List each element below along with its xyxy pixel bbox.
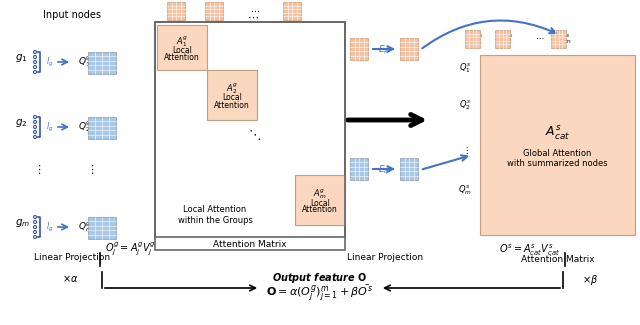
Text: $\ddots$: $\ddots$ [248, 128, 262, 142]
Text: $\cdots$: $\cdots$ [535, 32, 545, 41]
Text: $A_{cat}^s$: $A_{cat}^s$ [545, 124, 570, 142]
FancyBboxPatch shape [495, 30, 510, 48]
Text: Local: Local [172, 46, 192, 55]
FancyBboxPatch shape [157, 25, 207, 70]
Text: $Q_1^g$: $Q_1^g$ [78, 55, 92, 70]
Text: $E_q$: $E_q$ [378, 164, 390, 177]
Text: $l_g$: $l_g$ [46, 220, 54, 234]
FancyBboxPatch shape [295, 175, 345, 225]
FancyBboxPatch shape [551, 30, 566, 48]
Text: $g_1$: $g_1$ [15, 52, 28, 64]
Text: $A_1^g$: $A_1^g$ [176, 34, 188, 49]
Text: $Q_j^s$: $Q_j^s$ [403, 165, 417, 181]
Text: Linear Projection: Linear Projection [34, 253, 110, 262]
Text: Linear Projection: Linear Projection [347, 253, 423, 262]
Text: Attention Matrix: Attention Matrix [521, 255, 595, 264]
Text: $K_1^s$: $K_1^s$ [472, 32, 484, 46]
Text: Attention: Attention [302, 205, 338, 214]
Text: $K_2^s$: $K_2^s$ [502, 32, 513, 46]
Text: $g_m$: $g_m$ [15, 217, 30, 229]
FancyBboxPatch shape [207, 70, 257, 120]
Text: $A_2^g$: $A_2^g$ [226, 82, 238, 97]
FancyBboxPatch shape [155, 22, 345, 237]
Text: $l_g$: $l_g$ [46, 121, 54, 134]
Text: Attention Matrix: Attention Matrix [213, 240, 287, 249]
Text: $Q_2^s$: $Q_2^s$ [459, 98, 471, 112]
Text: $\vdots$: $\vdots$ [33, 163, 41, 176]
Text: $O_j^g = A_j^g V_j^g$: $O_j^g = A_j^g V_j^g$ [105, 241, 156, 258]
FancyBboxPatch shape [167, 2, 185, 20]
Text: Local Attention
within the Groups: Local Attention within the Groups [177, 205, 252, 226]
Text: $\times\beta$: $\times\beta$ [582, 273, 598, 287]
FancyBboxPatch shape [350, 38, 368, 60]
FancyBboxPatch shape [205, 2, 223, 20]
FancyBboxPatch shape [465, 30, 480, 48]
Text: $Q_m^g$: $Q_m^g$ [78, 220, 93, 234]
Text: $\cdots$: $\cdots$ [250, 5, 260, 14]
Text: Attention: Attention [214, 100, 250, 110]
Text: $K_m^g$: $K_m^g$ [286, 5, 300, 19]
Text: $\cdots$: $\cdots$ [247, 12, 259, 22]
Text: $\vdots$: $\vdots$ [86, 163, 94, 176]
Text: $g_2$: $g_2$ [15, 117, 28, 129]
Text: Local: Local [222, 94, 242, 102]
Text: $E_k$: $E_k$ [378, 44, 390, 57]
Text: Input nodes: Input nodes [43, 10, 101, 20]
FancyBboxPatch shape [88, 217, 116, 239]
Text: Attention: Attention [164, 53, 200, 62]
Text: $Q_m^s$: $Q_m^s$ [458, 183, 472, 197]
Text: $\times\alpha$: $\times\alpha$ [62, 273, 78, 284]
Text: Local: Local [310, 199, 330, 207]
Text: $A_m^g$: $A_m^g$ [313, 187, 327, 201]
FancyBboxPatch shape [400, 158, 418, 180]
Text: $Q_1^s$: $Q_1^s$ [459, 61, 471, 75]
FancyBboxPatch shape [400, 38, 418, 60]
Text: $Q_2^g$: $Q_2^g$ [78, 120, 92, 135]
Text: $\vdots$: $\vdots$ [461, 145, 468, 155]
FancyBboxPatch shape [350, 158, 368, 180]
Text: Output feature $\mathbf{O}$: Output feature $\mathbf{O}$ [272, 271, 368, 285]
Text: $K_2^g$: $K_2^g$ [212, 5, 224, 20]
FancyBboxPatch shape [283, 2, 301, 20]
Text: $K_1^g$: $K_1^g$ [174, 5, 186, 20]
Text: $K_j^g$: $K_j^g$ [353, 45, 367, 62]
Text: with summarized nodes: with summarized nodes [507, 159, 608, 167]
FancyBboxPatch shape [480, 55, 635, 235]
Text: $K_m^s$: $K_m^s$ [559, 32, 572, 46]
Text: $\mathbf{O} = \alpha(O_j^g)_{j=1}^m + \beta\bar{O^s}$: $\mathbf{O} = \alpha(O_j^g)_{j=1}^m + \b… [266, 284, 374, 304]
Text: $O^s = A_{cat}^s V_{cat}^s$: $O^s = A_{cat}^s V_{cat}^s$ [499, 242, 561, 258]
FancyBboxPatch shape [88, 52, 116, 74]
Text: $l_g$: $l_g$ [46, 56, 54, 69]
FancyBboxPatch shape [88, 117, 116, 139]
Text: Global Attention: Global Attention [524, 149, 592, 158]
Text: $Q_j^g$: $Q_j^g$ [353, 165, 367, 182]
Text: $K_j^s$: $K_j^s$ [404, 45, 416, 61]
